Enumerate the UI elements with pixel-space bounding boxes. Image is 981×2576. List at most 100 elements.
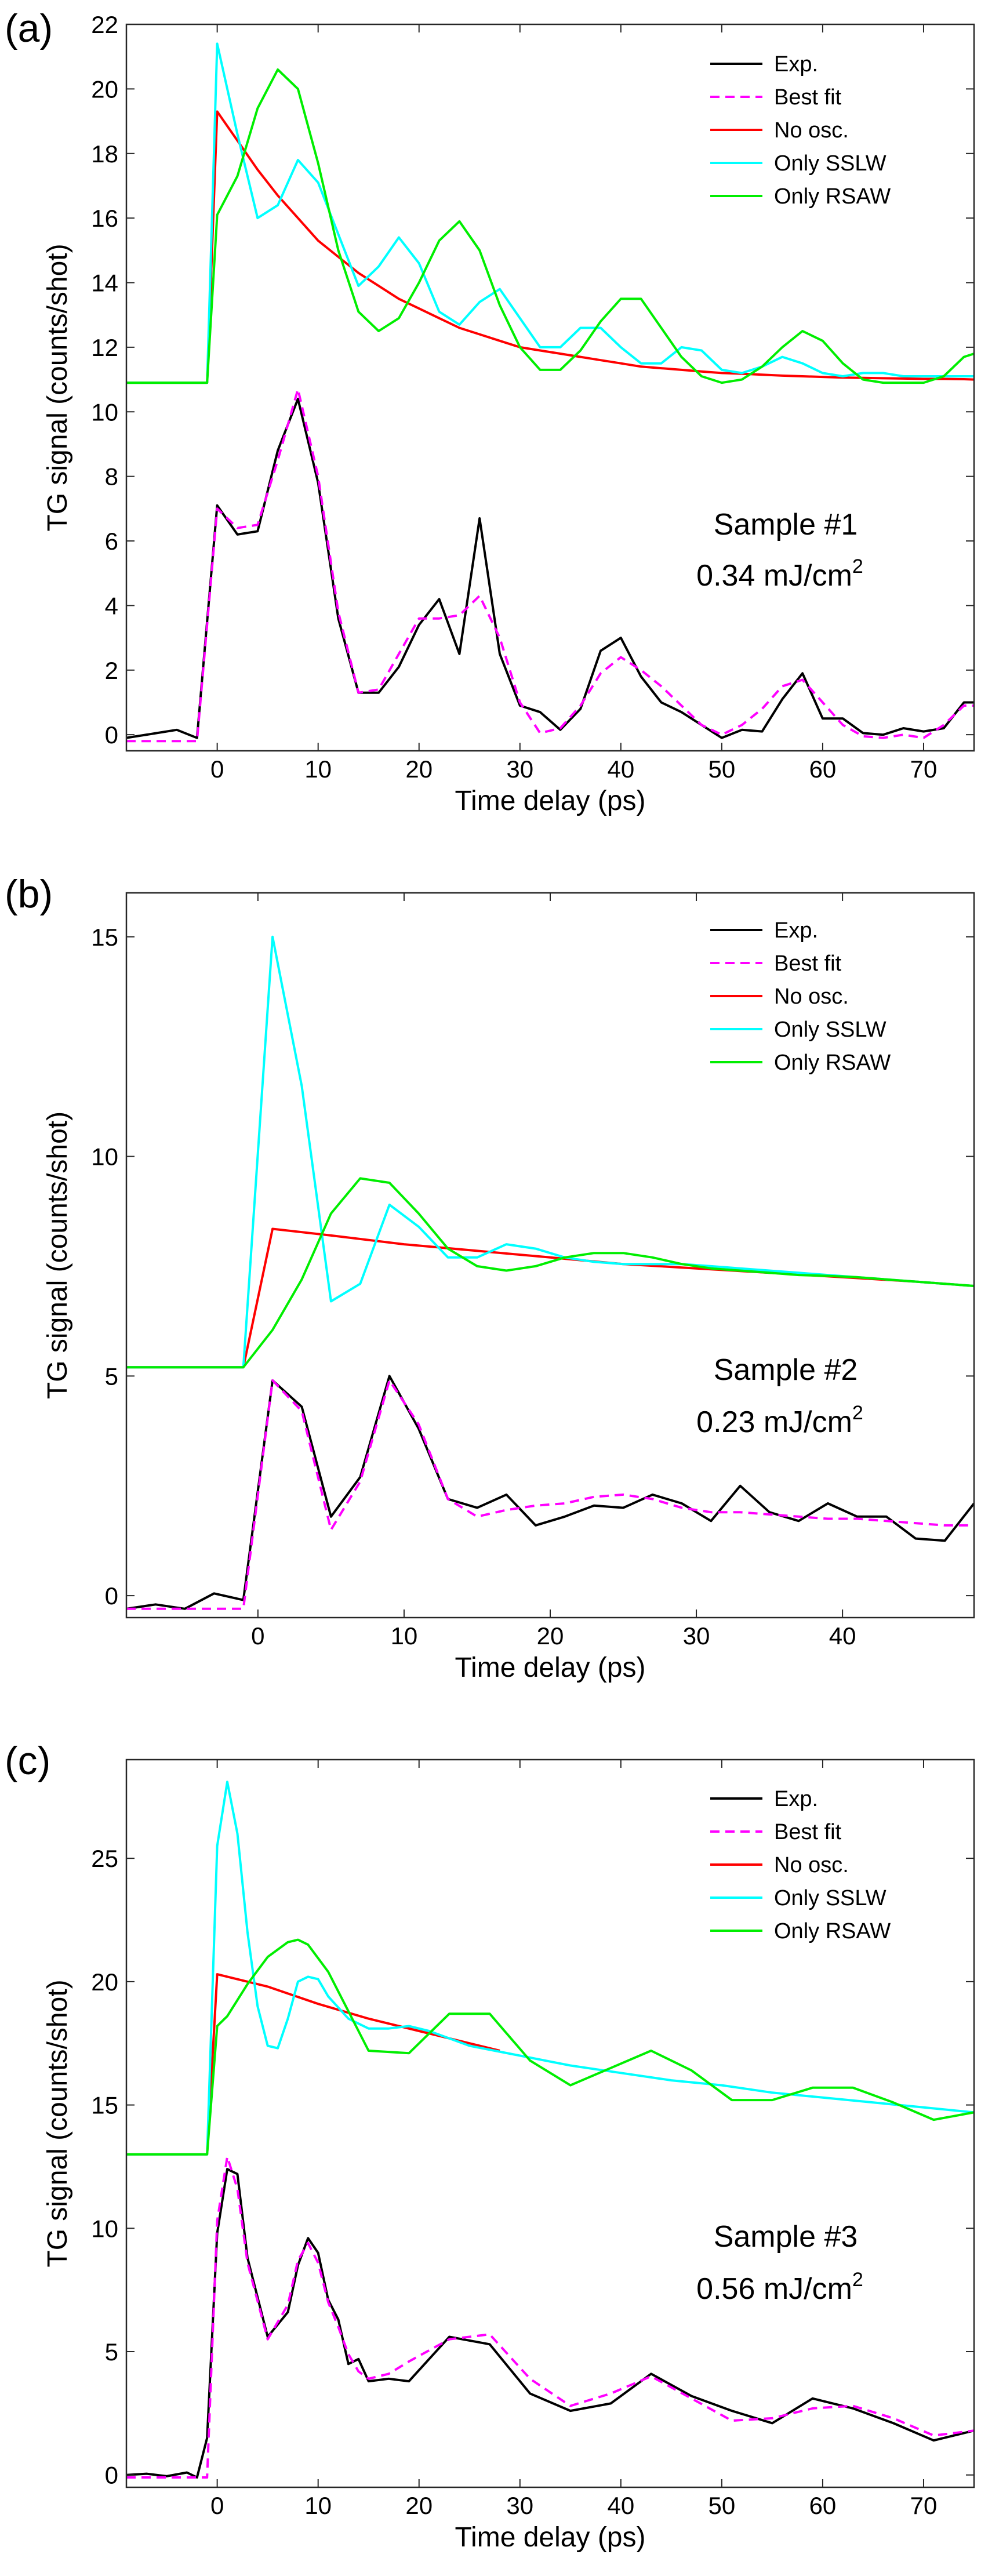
series-line-only-sslw	[126, 1781, 974, 2156]
y-axis-label: TG signal (counts/shot)	[42, 1979, 73, 2267]
fluence-annotation: 0.34 mJ/cm2	[696, 555, 863, 593]
x-tick-label: 50	[708, 755, 736, 783]
legend-label: No osc.	[774, 984, 849, 1009]
y-axis-label: TG signal (counts/shot)	[42, 1111, 73, 1399]
legend: Exp. Best fit No osc. Only SSLW Only RSAW	[710, 1787, 891, 1943]
x-tick-label: 40	[829, 1622, 856, 1649]
x-tick-label: 50	[708, 2492, 736, 2519]
y-tick-label: 10	[91, 398, 118, 426]
legend-label: Only SSLW	[774, 151, 886, 176]
legend: Exp. Best fit No osc. Only SSLW Only RSAW	[710, 918, 891, 1075]
legend-label: Only RSAW	[774, 1051, 891, 1075]
y-tick-label: 25	[91, 1845, 118, 1872]
x-tick-label: 0	[210, 755, 224, 783]
legend-label: No osc.	[774, 1853, 849, 1877]
y-tick-label: 4	[105, 592, 118, 619]
sample-annotation: Sample #1	[714, 508, 858, 542]
sample-annotation: Sample #2	[714, 1353, 858, 1387]
series-line-exp	[126, 398, 974, 739]
x-tick-label: 60	[809, 755, 837, 783]
series-line-only-sslw	[126, 42, 974, 384]
y-tick-label: 20	[91, 1968, 118, 1996]
x-tick-label: 0	[251, 1622, 264, 1649]
x-tick-label: 20	[405, 755, 433, 783]
series-group	[126, 935, 974, 1610]
fluence-superscript: 2	[852, 1402, 863, 1424]
fluence-superscript: 2	[852, 555, 863, 577]
x-tick-label: 20	[405, 2492, 433, 2519]
x-tick-label: 0	[210, 2492, 224, 2519]
legend-label: No osc.	[774, 118, 849, 143]
y-tick-label: 5	[105, 1363, 118, 1390]
series-line-best-fit	[126, 388, 974, 743]
x-tick-label: 40	[607, 2492, 634, 2519]
legend: Exp. Best fit No osc. Only SSLW Only RSAW	[710, 52, 891, 209]
legend-label: Only RSAW	[774, 1919, 891, 1943]
legend-label: Only SSLW	[774, 1018, 886, 1042]
series-line-no-osc	[126, 110, 974, 384]
series-line-only-rsaw	[126, 1938, 974, 2156]
series-line-only-rsaw	[126, 1177, 974, 1369]
axes-frame	[125, 23, 975, 752]
legend-label: Best fit	[774, 1820, 842, 1844]
series-line-no-osc	[126, 1973, 500, 2156]
x-tick-label: 70	[910, 755, 938, 783]
fluence-superscript: 2	[852, 2269, 863, 2291]
y-tick-label: 10	[91, 2215, 118, 2242]
x-tick-label: 70	[910, 2492, 938, 2519]
legend-label: Best fit	[774, 951, 842, 976]
y-axis-label: TG signal (counts/shot)	[42, 244, 73, 531]
series-line-only-rsaw	[126, 68, 974, 384]
x-tick-label: 60	[809, 2492, 837, 2519]
legend-label: Exp.	[774, 918, 818, 943]
y-tick-label: 16	[91, 205, 118, 232]
panel-b: (b) 0 10 20 30 40 0 5 10 15 Time delay (ps) TG sig…	[5, 872, 975, 1683]
y-tick-label: 0	[105, 2462, 118, 2489]
x-tick-label: 10	[304, 2492, 332, 2519]
y-tick-label: 20	[91, 75, 118, 103]
y-tick-label: 14	[91, 270, 118, 297]
y-tick-label: 2	[105, 657, 118, 684]
fluence-annotation: 0.56 mJ/cm2	[696, 2269, 863, 2306]
series-group	[126, 42, 974, 743]
x-tick-label: 10	[304, 755, 332, 783]
panel-label: (b)	[5, 872, 53, 916]
y-tick-label: 22	[91, 11, 118, 38]
y-tick-label: 18	[91, 140, 118, 168]
y-tick-label: 5	[105, 2338, 118, 2366]
y-tick-label: 12	[91, 334, 118, 361]
x-axis-label: Time delay (ps)	[455, 1652, 646, 1683]
x-tick-label: 30	[506, 2492, 533, 2519]
panel-a: (a) 0 10 20 30 40 50 60 70 0 2 4 6 8 10 12 14 16 18 20 22 Ti…	[5, 6, 975, 816]
series-line-best-fit	[126, 2155, 974, 2479]
series-group	[126, 1781, 974, 2479]
x-tick-label: 40	[607, 755, 634, 783]
series-line-no-osc	[126, 1227, 974, 1369]
y-tick-label: 0	[105, 721, 118, 749]
legend-label: Only SSLW	[774, 1886, 886, 1910]
x-tick-label: 30	[683, 1622, 710, 1649]
panel-label: (a)	[5, 6, 53, 50]
panel-c: (c) 0 10 20 30 40 50 60 70 0 5 10 15 20 25 Time delay …	[5, 1739, 975, 2553]
y-tick-label: 10	[91, 1143, 118, 1171]
y-tick-label: 8	[105, 463, 118, 491]
x-tick-label: 10	[391, 1622, 418, 1649]
y-tick-label: 15	[91, 2092, 118, 2119]
panel-label: (c)	[5, 1739, 50, 1783]
x-axis-label: Time delay (ps)	[455, 2522, 646, 2553]
x-tick-label: 20	[537, 1622, 564, 1649]
y-tick-label: 15	[91, 924, 118, 951]
legend-label: Best fit	[774, 85, 842, 110]
y-tick-label: 0	[105, 1582, 118, 1609]
legend-label: Exp.	[774, 52, 818, 77]
legend-label: Only RSAW	[774, 184, 891, 209]
legend-label: Exp.	[774, 1787, 818, 1811]
x-axis-label: Time delay (ps)	[455, 786, 646, 816]
x-tick-label: 30	[506, 755, 533, 783]
axes-frame	[125, 1758, 975, 2488]
fluence-annotation: 0.23 mJ/cm2	[696, 1402, 863, 1439]
sample-annotation: Sample #3	[714, 2220, 858, 2254]
series-line-exp	[126, 2168, 974, 2479]
y-tick-label: 6	[105, 528, 118, 555]
